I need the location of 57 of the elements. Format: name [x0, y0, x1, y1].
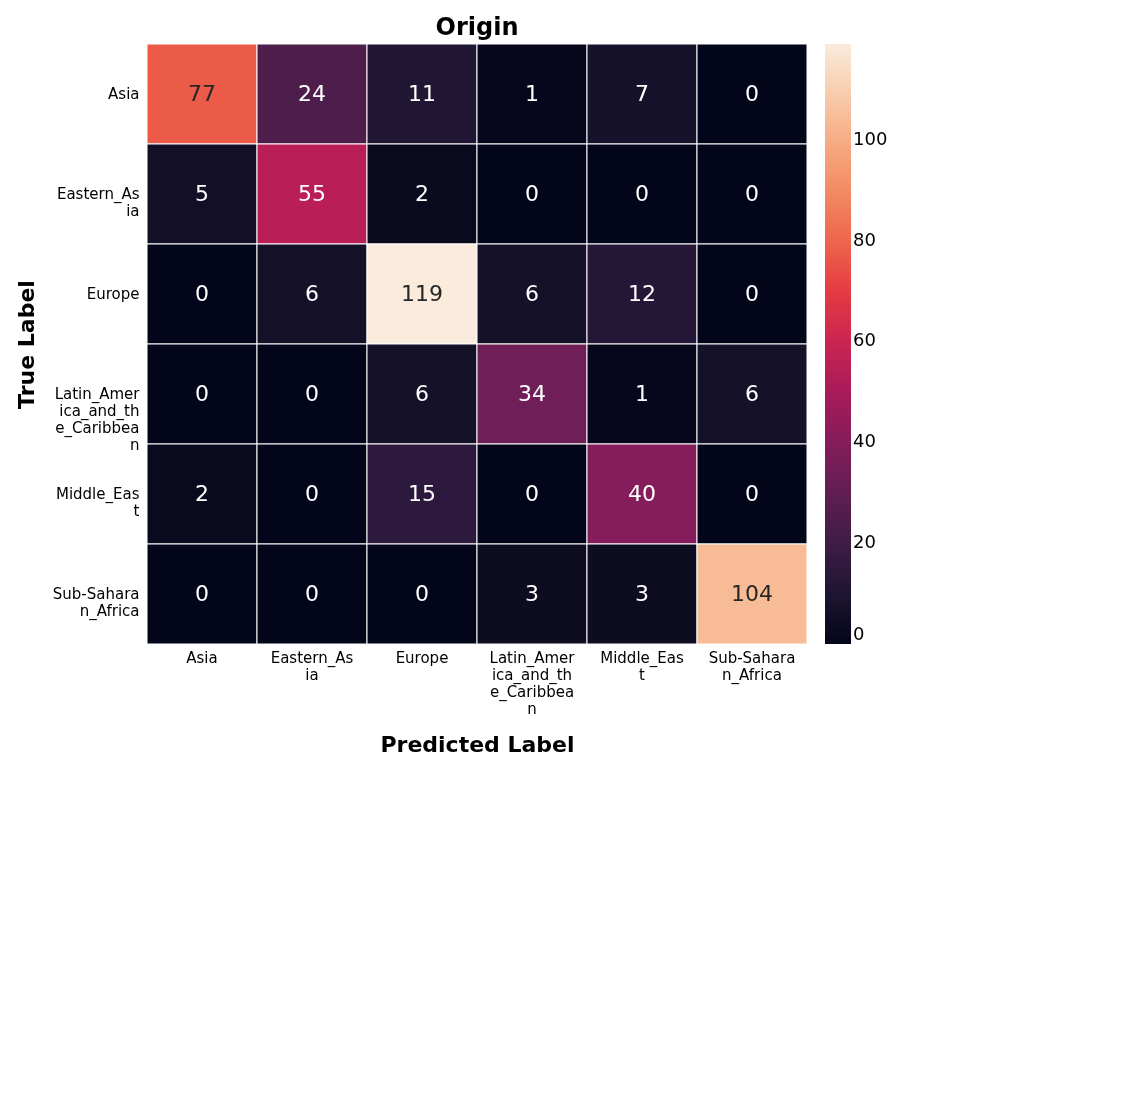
y-tick-label: Sub-Sahara n_Africa [52, 585, 140, 621]
data-label: 104 [731, 581, 773, 606]
data-label: 12 [628, 281, 656, 306]
data-label: 3 [635, 581, 649, 606]
data-label: 0 [195, 281, 209, 306]
data-label: 0 [635, 181, 649, 206]
x-tick-label: Latin_Amer ica_and_th e_Caribbea n [489, 648, 576, 718]
data-label: 0 [525, 481, 539, 506]
data-label: 0 [745, 481, 759, 506]
data-label: 15 [408, 481, 436, 506]
data-label: 0 [195, 581, 209, 606]
data-label: 11 [408, 81, 436, 106]
color-bar-label: 60 [853, 329, 876, 351]
data-label: 6 [525, 281, 539, 306]
data-label: 1 [525, 81, 539, 106]
data-label: 5 [195, 181, 209, 206]
chart-title: Origin [435, 12, 519, 41]
data-label: 0 [195, 381, 209, 406]
x-tick-label: Middle_Eas t [600, 648, 684, 684]
data-label: 0 [745, 281, 759, 306]
data-label: 0 [415, 581, 429, 606]
data-label: 2 [415, 181, 429, 206]
data-label: 7 [635, 81, 649, 106]
data-label: 0 [305, 381, 319, 406]
color-bar-label: 100 [853, 127, 888, 149]
data-label: 1 [635, 381, 649, 406]
data-label: 0 [745, 81, 759, 106]
data-label: 6 [415, 381, 429, 406]
y-tick-label: Europe [86, 285, 140, 303]
data-label: 77 [188, 81, 216, 106]
color-bar-label: 20 [853, 531, 876, 553]
data-label: 6 [745, 381, 759, 406]
color-bar-label: 40 [853, 430, 876, 452]
x-tick-label: Sub-Sahara n_Africa [708, 648, 796, 685]
y-tick-label: Eastern_As ia [56, 185, 140, 220]
color-bar-label: 0 [853, 623, 865, 644]
x-tick-label: Europe [395, 648, 449, 667]
data-label: 3 [525, 581, 539, 606]
data-label: 0 [305, 581, 319, 606]
x-tick-label: Eastern_As ia [270, 648, 354, 684]
data-label: 55 [298, 181, 326, 206]
data-label: 40 [628, 481, 656, 506]
y-tick-label: Middle_Eas t [55, 485, 140, 520]
data-label: 0 [745, 181, 759, 206]
data-label: 2 [195, 481, 209, 506]
x-axis-title: Predicted Label [380, 731, 575, 757]
data-label: 34 [518, 381, 546, 406]
data-label: 119 [401, 281, 443, 306]
y-tick-label: Latin_Amer ica_and_th e_Caribbea n [54, 385, 141, 454]
data-label: 0 [525, 181, 539, 206]
y-axis-title: True Label [13, 280, 39, 409]
data-label: 6 [305, 281, 319, 306]
y-tick-label: Asia [108, 85, 140, 103]
x-tick-label: Asia [186, 648, 218, 667]
data-label: 24 [298, 81, 326, 106]
color-bar-label: 80 [853, 228, 876, 250]
data-label: 0 [305, 481, 319, 506]
